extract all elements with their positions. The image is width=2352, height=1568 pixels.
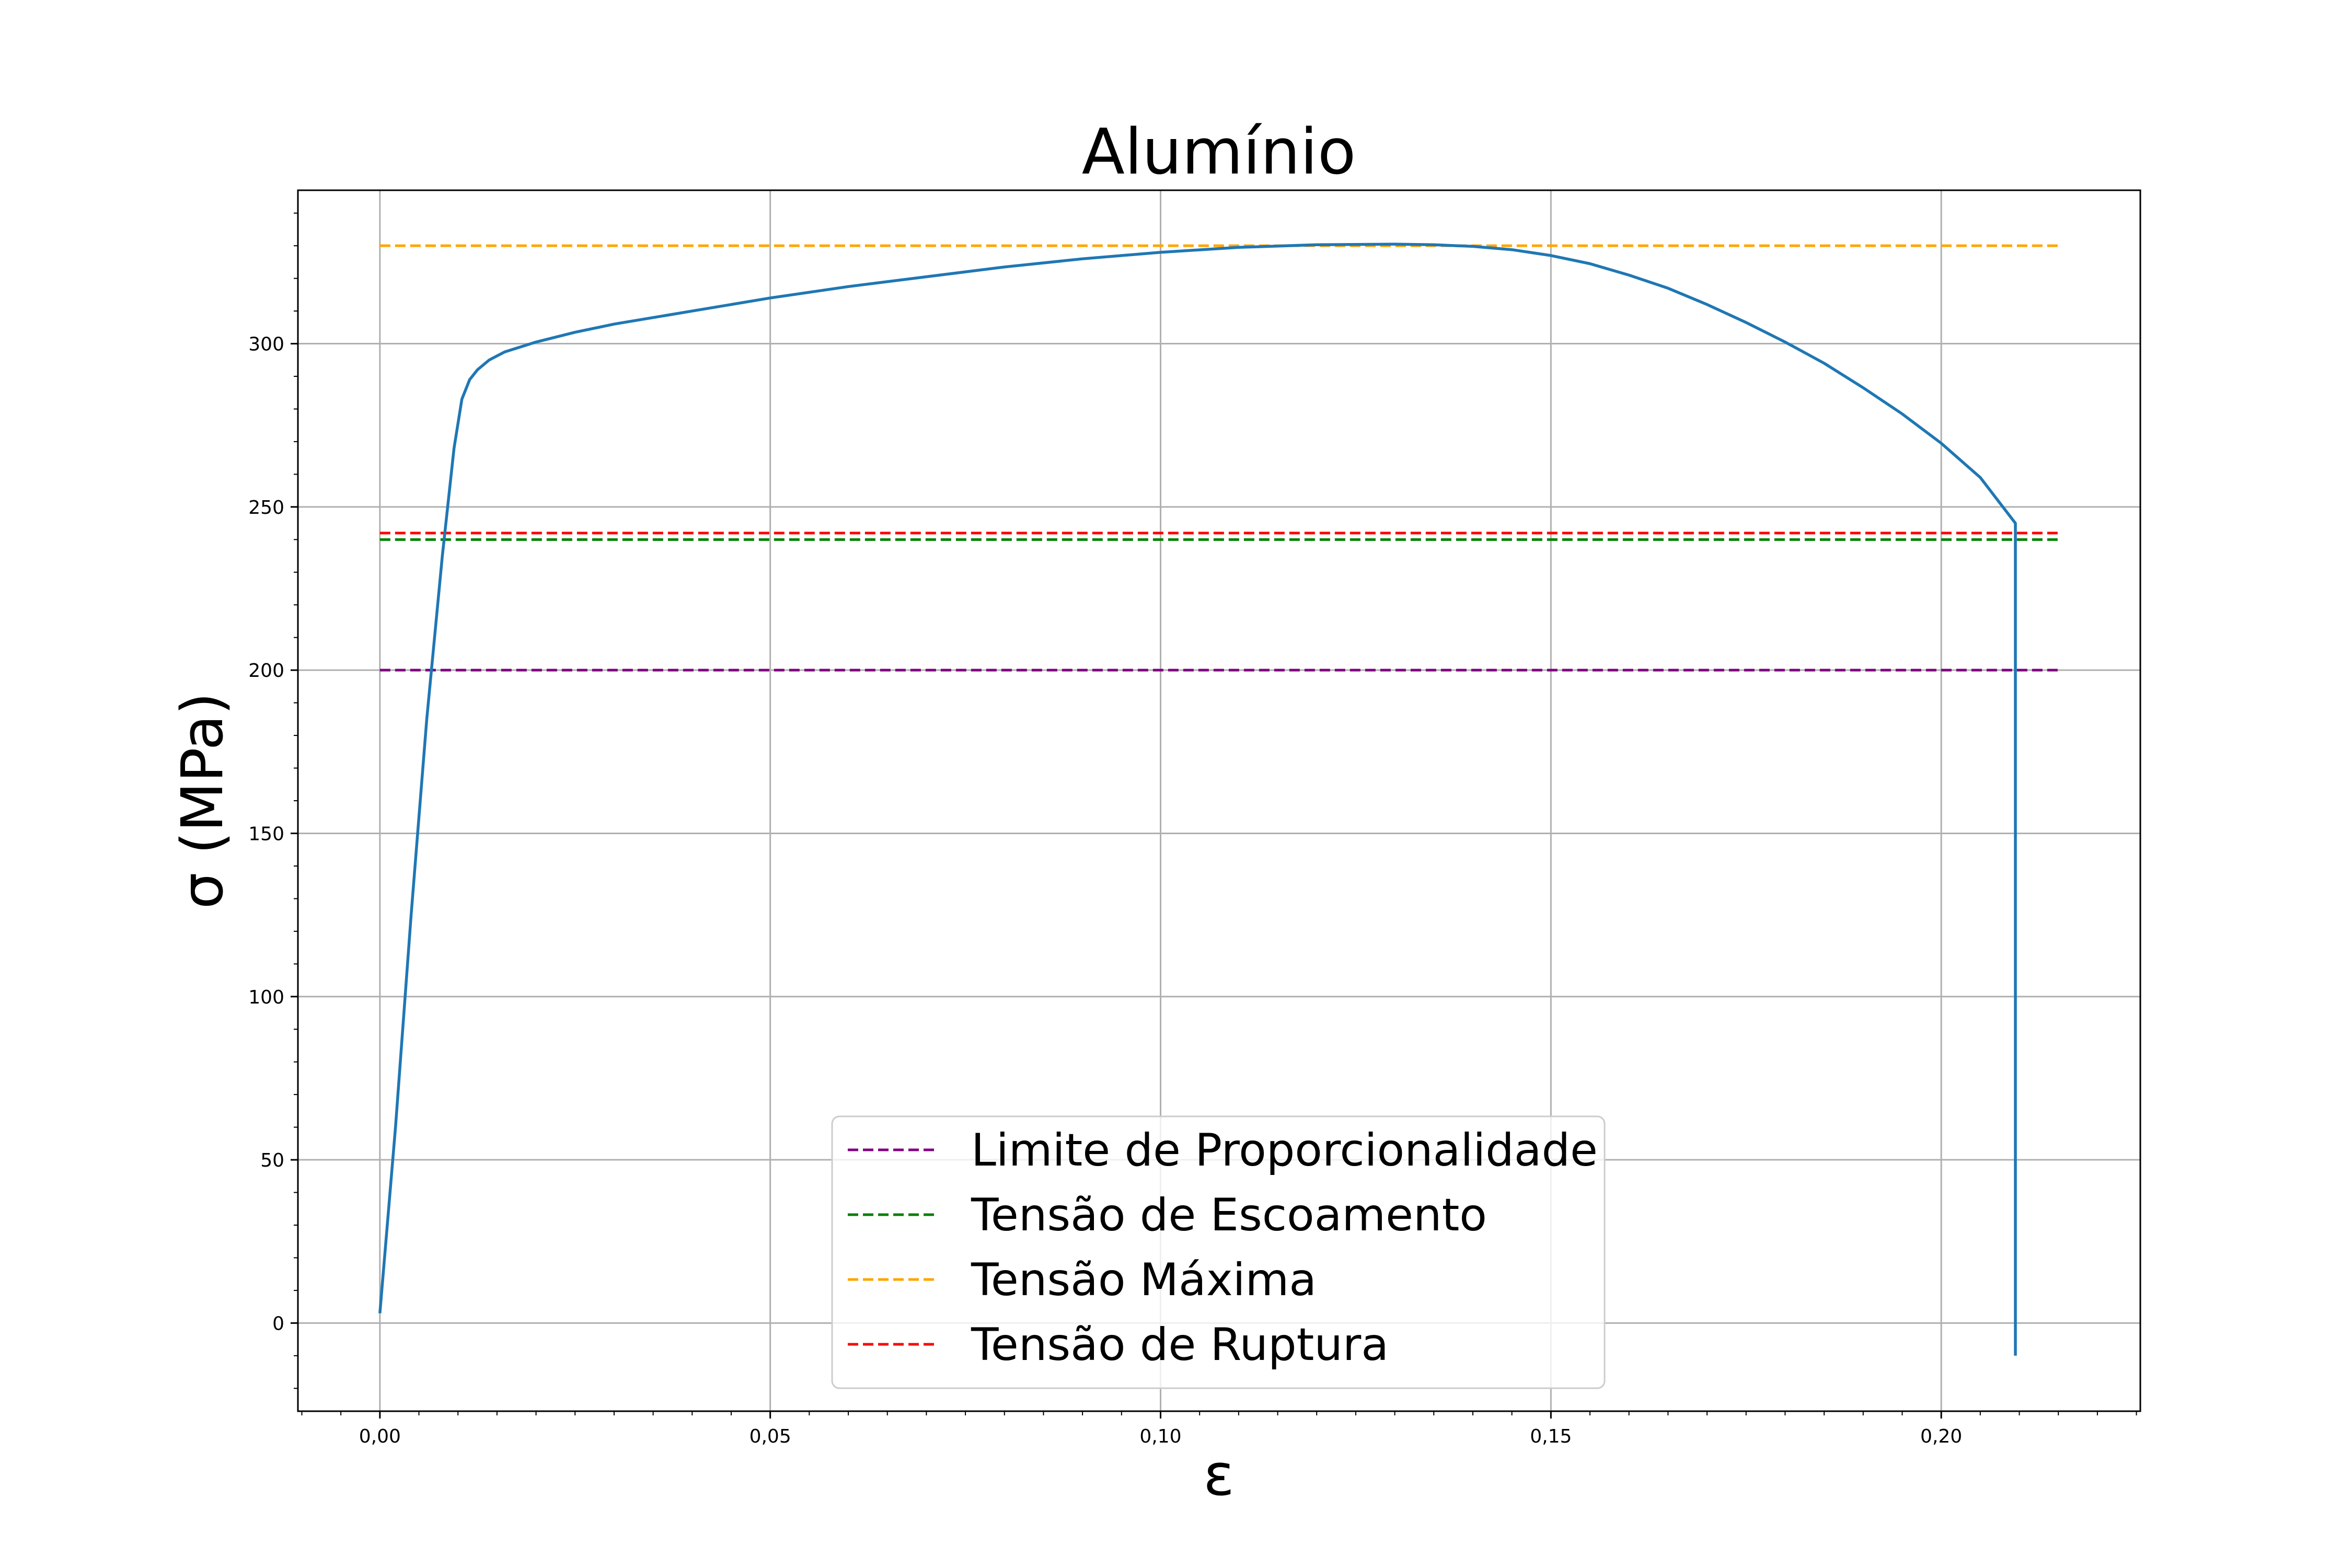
legend-entry-label: Tensão de Escoamento xyxy=(971,1189,1487,1241)
x-axis-label: ε xyxy=(1203,1442,1234,1508)
legend-frame xyxy=(831,1115,1606,1389)
data-series xyxy=(378,243,2017,1356)
x-tick-label: 0,15 xyxy=(1530,1426,1572,1447)
x-tick-label: 0,05 xyxy=(750,1426,791,1447)
legend-entry-label: Limite de Proporcionalidade xyxy=(971,1124,1598,1177)
legend-entry-label: Tensão de Ruptura xyxy=(971,1319,1389,1371)
chart-title: Alumínio xyxy=(1082,116,1356,189)
y-tick-label: 0 xyxy=(272,1313,284,1334)
reference-lines xyxy=(379,244,2059,672)
y-tick-label: 50 xyxy=(260,1150,284,1171)
plot-frame xyxy=(297,189,2141,1412)
y-tick-label: 100 xyxy=(248,987,284,1008)
x-tick-label: 0,10 xyxy=(1139,1426,1181,1447)
x-axis: 0,00 0,05 0,10 0,15 0,20 xyxy=(359,1411,1962,1447)
legend: Limite de Proporcionalidade Tensão de Esc… xyxy=(831,1115,1606,1389)
y-tick-label: 150 xyxy=(248,823,284,845)
y-tick-label: 250 xyxy=(248,497,284,518)
y-tick-label: 300 xyxy=(248,334,284,355)
y-axis: 0 50 100 150 200 250 300 xyxy=(248,334,298,1334)
stress-strain-curve xyxy=(378,243,2017,1356)
legend-entry-label: Tensão Máxima xyxy=(971,1254,1317,1306)
x-tick-label: 0,20 xyxy=(1920,1426,1962,1447)
y-tick-label: 200 xyxy=(248,660,284,682)
y-axis-label: σ (MPa) xyxy=(169,693,236,909)
x-tick-label: 0,00 xyxy=(359,1426,401,1447)
